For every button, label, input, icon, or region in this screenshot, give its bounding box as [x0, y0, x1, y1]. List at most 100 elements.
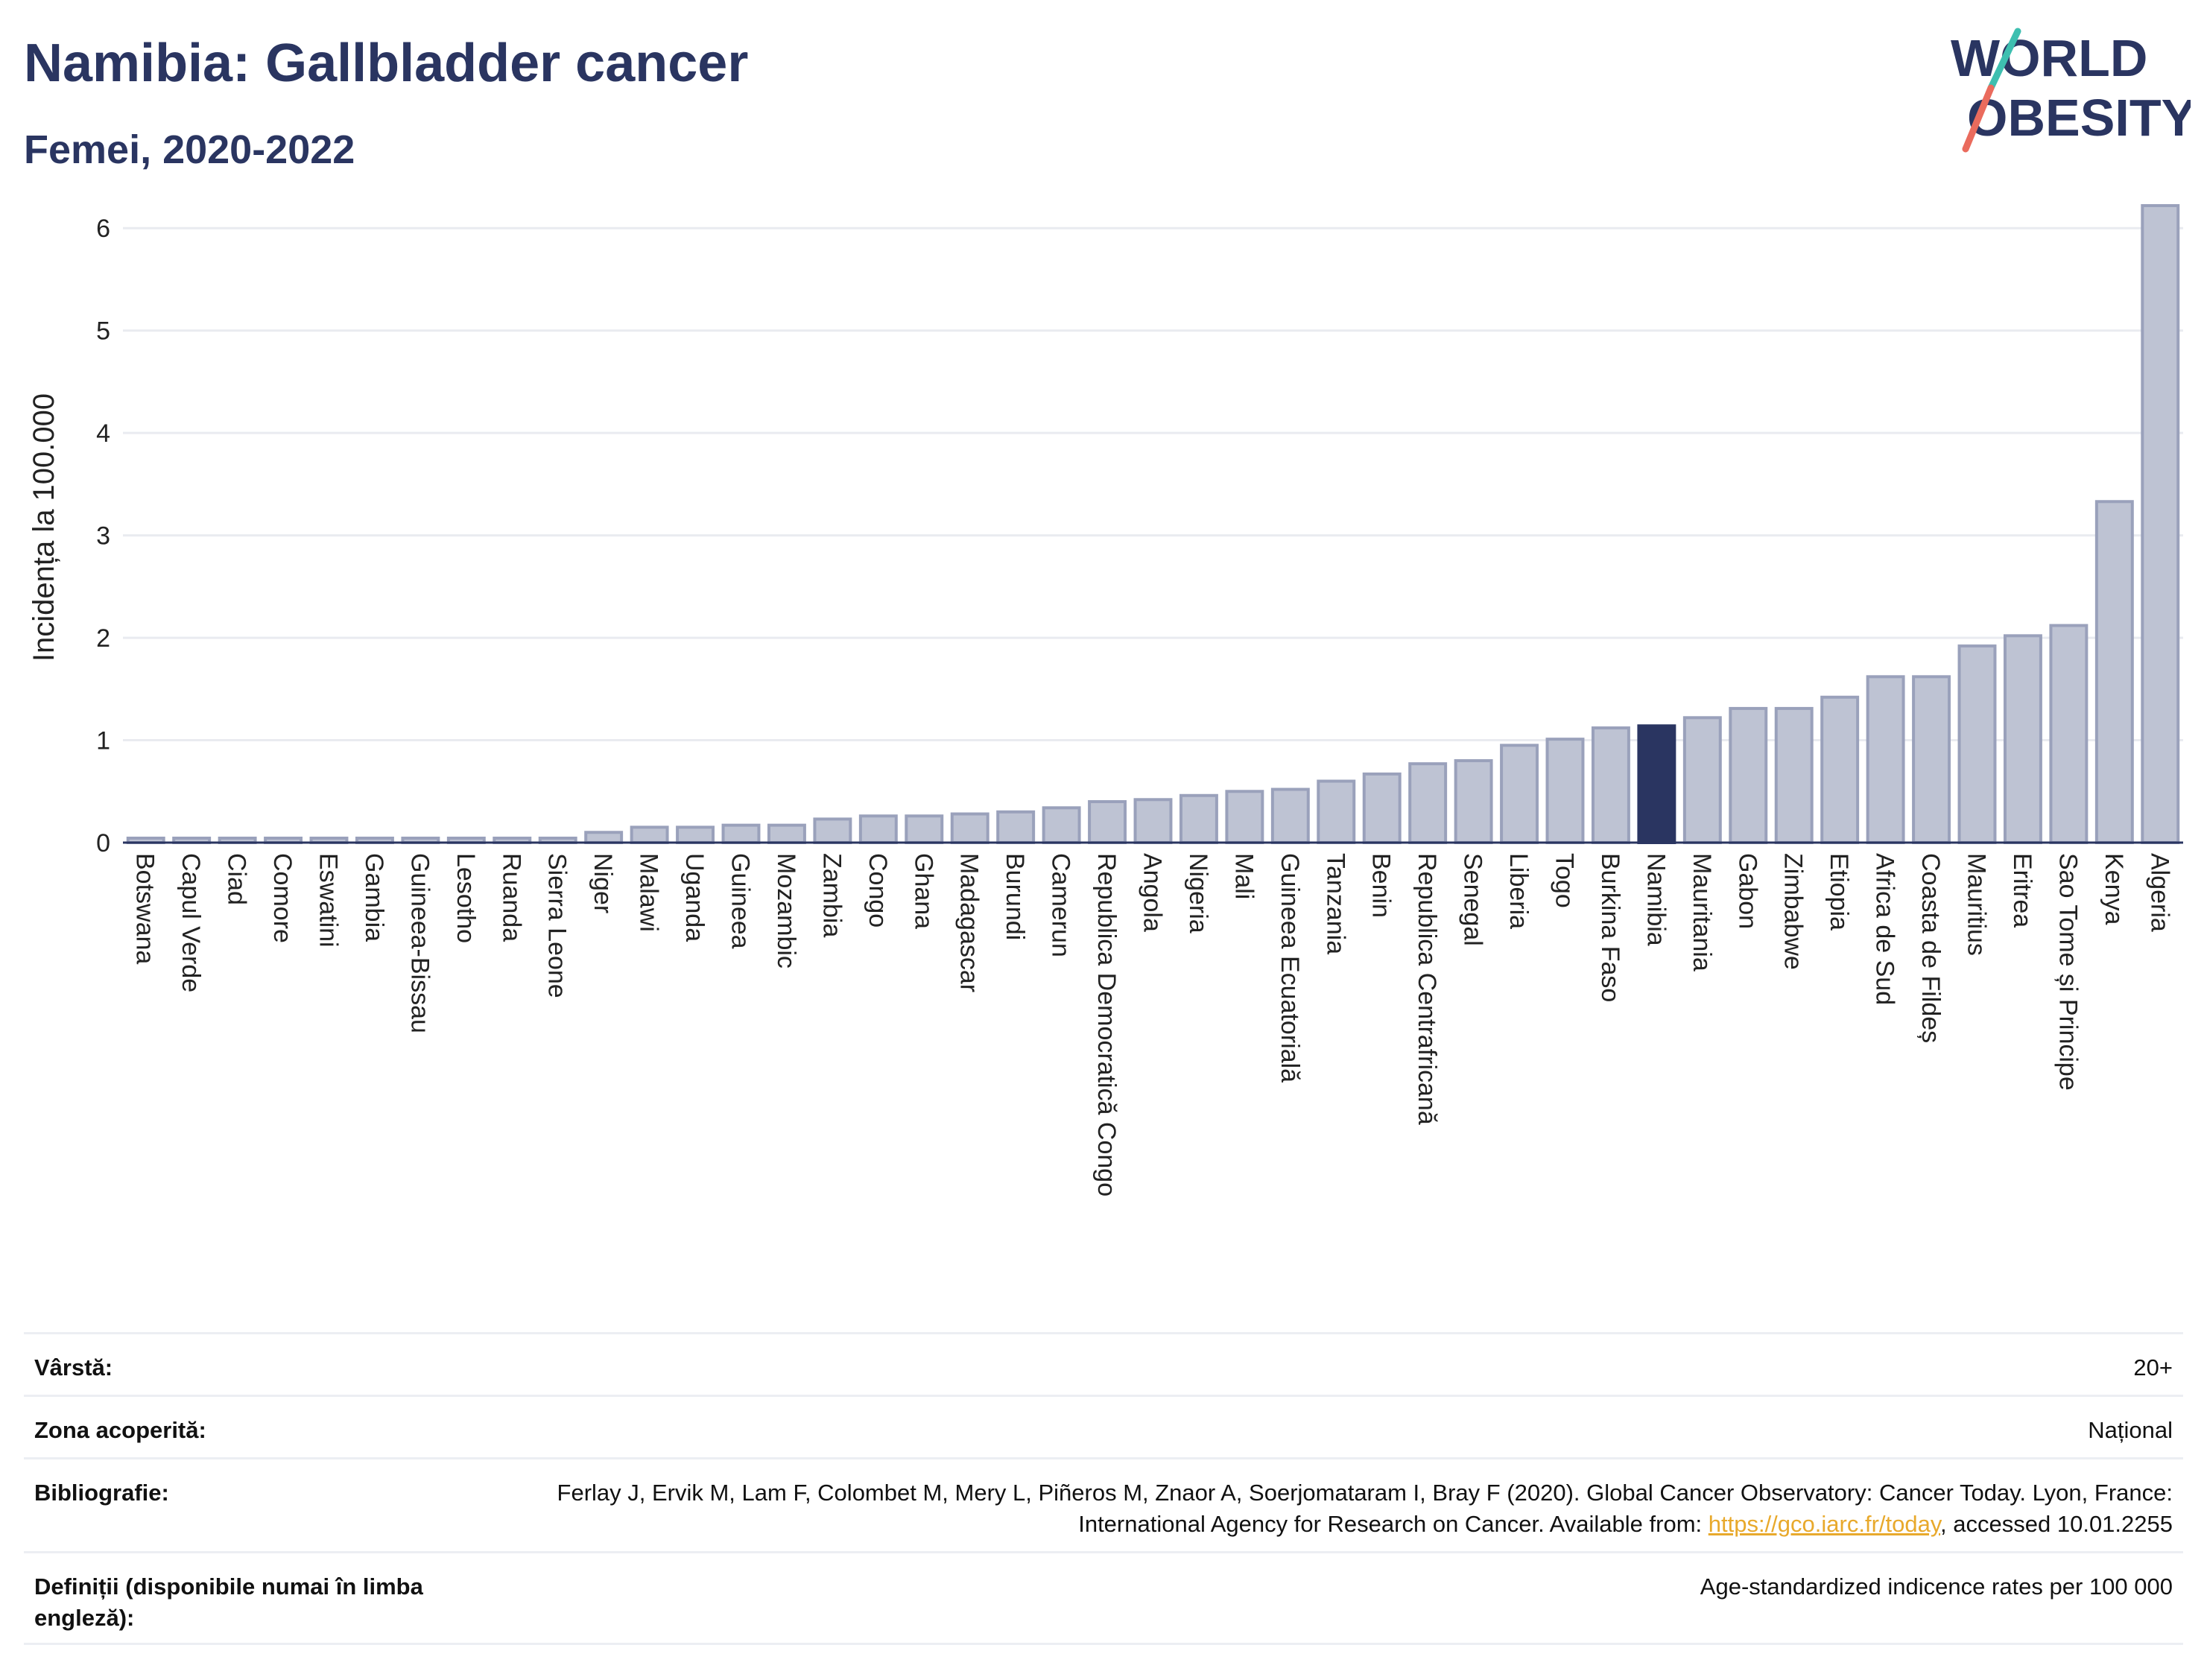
label-layer: Botswana Capul Verde Ciad Comore Eswatini Gam… [131, 853, 2174, 1196]
bar-19[interactable] [996, 810, 1036, 845]
bar-31[interactable] [1545, 738, 1585, 845]
bar-44[interactable] [2141, 203, 2180, 844]
x-tick-label: Zimbabwe [1779, 853, 1808, 970]
bar-24[interactable] [1225, 790, 1264, 845]
world-obesity-logo: WORLD OBESITY [1951, 28, 2191, 153]
y-tick-label: 1 [96, 727, 110, 755]
bar-12[interactable] [676, 825, 715, 845]
x-tick-label: Guineea Ecuatorială [1276, 853, 1304, 1083]
x-tick-label: Kenya [2100, 853, 2128, 925]
bar-chart: 0 1 2 3 4 5 6 Incidența la 100.000 Botswana Capu… [28, 203, 2183, 1196]
bar-18[interactable] [950, 812, 989, 844]
x-tick-label: Senegal [1459, 853, 1487, 946]
bar-15[interactable] [813, 817, 852, 845]
bar-40[interactable] [1957, 644, 1997, 844]
bar-38[interactable] [1866, 675, 1905, 844]
x-tick-label: Niger [589, 853, 617, 913]
x-tick-label: Nigeria [1184, 853, 1212, 933]
x-tick-label: Guineea-Bissau [405, 853, 434, 1033]
x-tick-label: Sao Tome și Principe [2053, 853, 2082, 1091]
bar-23[interactable] [1179, 793, 1218, 845]
info-table: Vârstă: 20+ Zona acoperită: Național Bib… [24, 1332, 2183, 1645]
bar-29[interactable] [1454, 759, 1493, 844]
x-tick-label: Republica Centrafricană [1413, 853, 1441, 1125]
axis-layer: 0 1 2 3 4 5 6 Incidența la 100.000 [28, 215, 2183, 858]
info-row-age: Vârstă: 20+ [24, 1332, 2183, 1395]
page-title: Namibia: Gallbladder cancer [24, 34, 749, 93]
age-value: 20+ [2133, 1354, 2173, 1381]
x-tick-label: Ruanda [497, 853, 525, 942]
y-tick-label: 3 [96, 522, 110, 551]
x-tick-label: Etiopia [1825, 853, 1853, 931]
x-tick-label: Zambia [817, 853, 846, 937]
bar-13[interactable] [721, 823, 761, 844]
x-tick-label: Guineea [726, 853, 755, 949]
x-tick-label: Comore [268, 853, 297, 943]
y-tick-label: 6 [96, 215, 110, 243]
bar-26[interactable] [1317, 779, 1356, 844]
x-tick-label: Gabon [1733, 853, 1761, 929]
bibliography-text: Ferlay J, Ervik M, Lam F, Colombet M, Me… [557, 1480, 2173, 1537]
x-tick-label: Togo [1551, 853, 1579, 908]
x-tick-label: Eswatini [314, 853, 343, 948]
bibliography-accessed: , accessed 10.01.2255 [1940, 1511, 2173, 1537]
bar-42[interactable] [2049, 624, 2089, 844]
info-row-bibliography: Bibliografie: Ferlay J, Ervik M, Lam F, … [24, 1457, 2183, 1551]
bar-36[interactable] [1774, 706, 1814, 845]
x-tick-label: Namibia [1641, 853, 1670, 946]
bar-22[interactable] [1133, 798, 1173, 845]
x-tick-label: Tanzania [1321, 853, 1349, 954]
x-tick-label: Uganda [680, 853, 709, 942]
bibliography-value: Ferlay J, Ervik M, Lam F, Colombet M, Me… [533, 1477, 2173, 1540]
bar-25[interactable] [1270, 787, 1310, 844]
x-tick-label: Malawi [635, 853, 663, 932]
bar-14[interactable] [767, 823, 806, 844]
definitions-label: Definiții (disponibile numai în limba en… [34, 1573, 423, 1631]
x-tick-label: Gambia [360, 853, 388, 942]
bar-27[interactable] [1362, 772, 1402, 845]
bar-11[interactable] [630, 825, 669, 845]
x-tick-label: Mauritania [1688, 853, 1716, 971]
x-tick-label: Camerun [1047, 853, 1075, 957]
zone-value: Național [2088, 1417, 2173, 1443]
bibliography-link[interactable]: https://gco.iarc.fr/today [1708, 1511, 1941, 1537]
x-tick-label: Madagascar [955, 853, 984, 992]
bar-21[interactable] [1088, 800, 1127, 844]
bar-28[interactable] [1408, 762, 1448, 844]
bar-32[interactable] [1591, 726, 1630, 844]
x-tick-label: Botswana [131, 853, 159, 964]
bar-16[interactable] [858, 814, 898, 845]
logo-line-1: WORLD [1951, 29, 2147, 87]
x-tick-label: Algeria [2145, 853, 2173, 932]
bar-43[interactable] [2094, 500, 2134, 844]
x-tick-label: Ciad [223, 853, 251, 905]
bar-34[interactable] [1682, 716, 1722, 844]
x-tick-label: Eritrea [2008, 853, 2036, 928]
x-tick-label: Mozambic [772, 853, 800, 969]
bar-39[interactable] [1912, 675, 1951, 844]
x-tick-label: Africa de Sud [1871, 853, 1899, 1005]
bar-35[interactable] [1729, 706, 1768, 845]
bar-17[interactable] [905, 814, 944, 845]
x-tick-label: Mali [1229, 853, 1258, 899]
x-tick-label: Sierra Leone [543, 853, 571, 998]
bar-33[interactable] [1637, 724, 1676, 844]
bar-41[interactable] [2003, 634, 2042, 844]
x-tick-label: Mauritius [1963, 853, 1991, 956]
bar-10[interactable] [584, 831, 624, 845]
definitions-value: Age-standardized indicence rates per 100… [1700, 1573, 2173, 1600]
y-tick-label: 4 [96, 419, 110, 448]
logo-slash-top [1987, 28, 2021, 92]
logo-slash-bottom [1962, 84, 1995, 153]
x-tick-label: Capul Verde [177, 853, 205, 992]
x-tick-label: Ghana [909, 853, 937, 929]
page-subtitle: Femei, 2020-2022 [24, 127, 355, 172]
y-tick-label: 5 [96, 317, 110, 346]
bar-30[interactable] [1500, 744, 1539, 845]
x-tick-label: Congo [864, 853, 892, 928]
bar-37[interactable] [1820, 695, 1860, 844]
x-tick-label: Benin [1367, 853, 1396, 918]
y-axis-title: Incidența la 100.000 [28, 393, 60, 662]
info-row-definitions: Definiții (disponibile numai în limba en… [24, 1551, 2183, 1645]
bar-20[interactable] [1042, 806, 1081, 845]
